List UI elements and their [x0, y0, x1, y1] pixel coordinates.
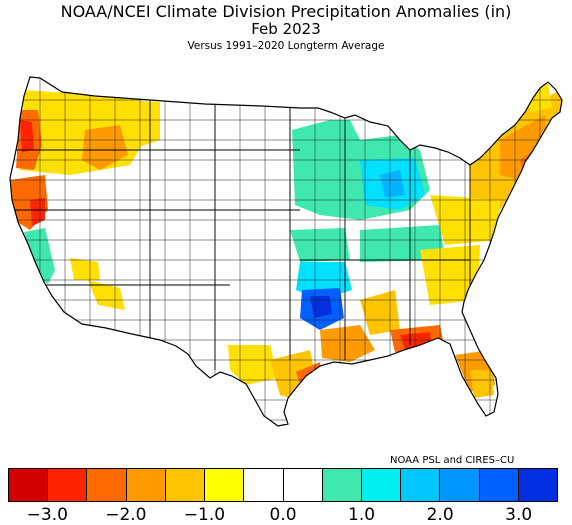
- colorbar-tick-label: −1.0: [183, 505, 226, 525]
- map-subtitle: Versus 1991–2020 Longterm Average: [187, 40, 385, 52]
- colorbar-swatch: [479, 468, 519, 502]
- colorbar-swatch: [401, 468, 441, 502]
- map-title: NOAA/NCEI Climate Division Precipitation…: [60, 2, 512, 21]
- credit-text: NOAA PSL and CIRES–CU: [390, 455, 515, 466]
- colorbar-swatch: [322, 468, 362, 502]
- precipitation-anomaly-map: [9, 76, 563, 427]
- colorbar-swatch: [48, 468, 88, 502]
- map-period: Feb 2023: [251, 20, 321, 38]
- colorbar: [8, 468, 559, 502]
- colorbar-swatch: [8, 468, 49, 502]
- colorbar-swatch: [165, 468, 206, 502]
- colorbar-swatch: [518, 468, 559, 502]
- colorbar-swatch: [87, 468, 127, 502]
- colorbar-swatch: [244, 468, 284, 502]
- colorbar-tick-label: −3.0: [26, 505, 68, 525]
- colorbar-swatch: [283, 468, 323, 502]
- colorbar-swatch: [361, 468, 402, 502]
- colorbar-tick-label: 0.0: [269, 505, 297, 525]
- colorbar-tick-label: 3.0: [505, 505, 533, 525]
- colorbar-swatch: [440, 468, 480, 502]
- colorbar-swatch: [205, 468, 245, 502]
- colorbar-tick-label: 2.0: [426, 505, 454, 525]
- colorbar-swatch: [126, 468, 166, 502]
- colorbar-tick-label: −2.0: [105, 505, 147, 525]
- colorbar-tick-label: 1.0: [348, 505, 376, 525]
